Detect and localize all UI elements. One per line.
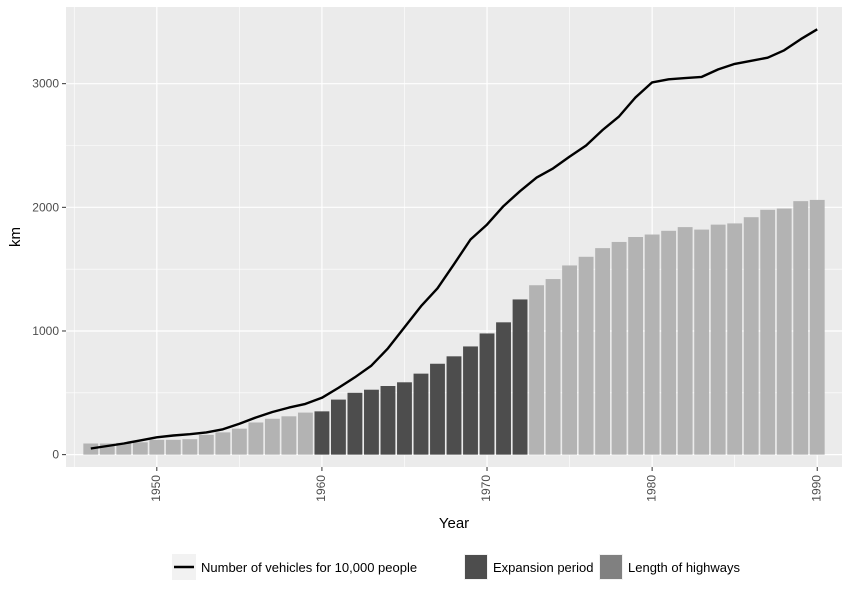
highway-bar (578, 256, 594, 455)
legend-item-vehicles: Number of vehicles for 10,000 people (172, 554, 417, 580)
highway-bar (182, 439, 198, 455)
highway-bar (297, 412, 313, 455)
expansion-bar (430, 363, 445, 455)
expansion-bar (314, 411, 330, 455)
x-tick-label: 1990 (809, 475, 823, 502)
expansion-bar (330, 399, 346, 455)
x-tick-label: 1960 (314, 475, 328, 502)
x-axis-ticks: 1950 1960 1970 1980 1990 (149, 467, 823, 502)
highway-bar (529, 285, 544, 455)
y-tick-label: 3000 (32, 77, 59, 91)
expansion-bar (397, 382, 412, 455)
highway-bar (99, 443, 115, 455)
legend-key-highway (600, 555, 622, 579)
expansion-bar (347, 392, 363, 455)
vehicles-line (90, 28, 818, 450)
highway-bar (776, 208, 792, 455)
y-axis-title: km (7, 227, 24, 247)
y-tick-label: 2000 (32, 200, 59, 214)
highway-bar (727, 223, 743, 455)
legend-key-expansion (465, 555, 487, 579)
highway-bar (661, 230, 677, 455)
highway-bar (149, 439, 165, 455)
highway-bar (710, 224, 726, 455)
highway-bar (215, 432, 231, 455)
highway-bar (694, 229, 710, 455)
highway-bar (264, 418, 280, 455)
highway-bar (198, 434, 214, 455)
highway-bar (281, 416, 297, 455)
highway-bar (248, 422, 264, 455)
highway-bar (595, 248, 611, 455)
legend-label-vehicles: Number of vehicles for 10,000 people (201, 560, 417, 575)
highway-bar (165, 439, 181, 455)
y-axis-ticks: 0 1000 2000 3000 (32, 77, 66, 462)
x-axis-title: Year (439, 515, 469, 532)
highway-bar (628, 237, 644, 455)
expansion-bar (413, 373, 429, 455)
highway-bar (562, 265, 578, 455)
expansion-bar (380, 386, 396, 455)
x-tick-label: 1950 (149, 475, 163, 502)
highway-bar (760, 209, 776, 455)
expansion-bar (364, 389, 379, 455)
highway-bar (793, 201, 809, 455)
x-tick-label: 1970 (479, 475, 493, 502)
highway-bar (231, 428, 247, 455)
legend: Number of vehicles for 10,000 people Exp… (172, 554, 741, 580)
legend-item-expansion: Expansion period (464, 554, 593, 580)
highway-bar (611, 241, 627, 455)
x-tick-label: 1980 (644, 475, 658, 502)
expansion-bar (496, 322, 511, 455)
y-tick-label: 0 (52, 448, 59, 462)
legend-item-highway: Length of highways (599, 554, 741, 580)
expansion-bar (463, 346, 478, 455)
vehicles-line-path (90, 28, 818, 450)
expansion-bar (512, 299, 528, 455)
expansion-bar (479, 333, 495, 455)
y-tick-label: 1000 (32, 324, 59, 338)
legend-label-expansion: Expansion period (493, 560, 593, 575)
highway-bar (545, 279, 561, 455)
highway-bar (644, 234, 660, 455)
highway-bar (809, 199, 825, 455)
highway-bar (132, 442, 148, 455)
highway-bar (116, 442, 132, 455)
highway-bar (743, 217, 759, 455)
highway-bar (677, 227, 693, 455)
legend-label-highway: Length of highways (628, 560, 741, 575)
expansion-bar (446, 356, 462, 455)
highway-bar (83, 443, 99, 455)
bars (83, 199, 825, 455)
